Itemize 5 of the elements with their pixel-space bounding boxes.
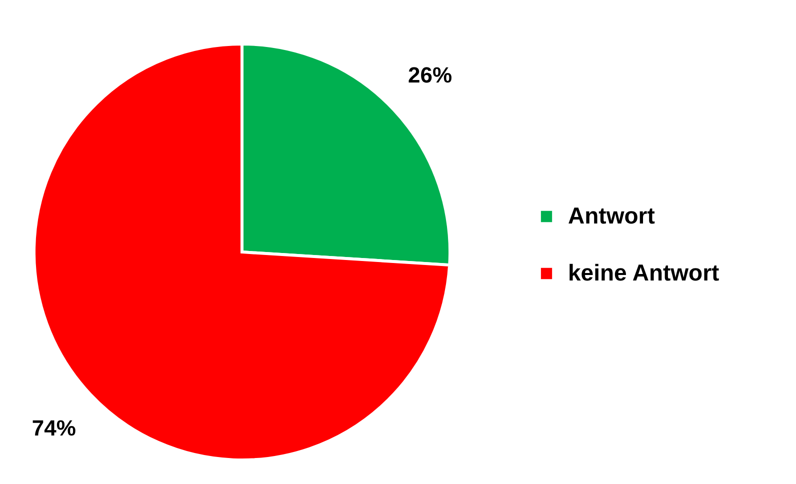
data-label: 74%	[32, 416, 76, 441]
data-label: 26%	[408, 62, 452, 88]
pie-slice	[32, 42, 452, 462]
legend-label: Antwort	[568, 202, 656, 228]
legend-label: keine Antwort	[568, 260, 720, 286]
